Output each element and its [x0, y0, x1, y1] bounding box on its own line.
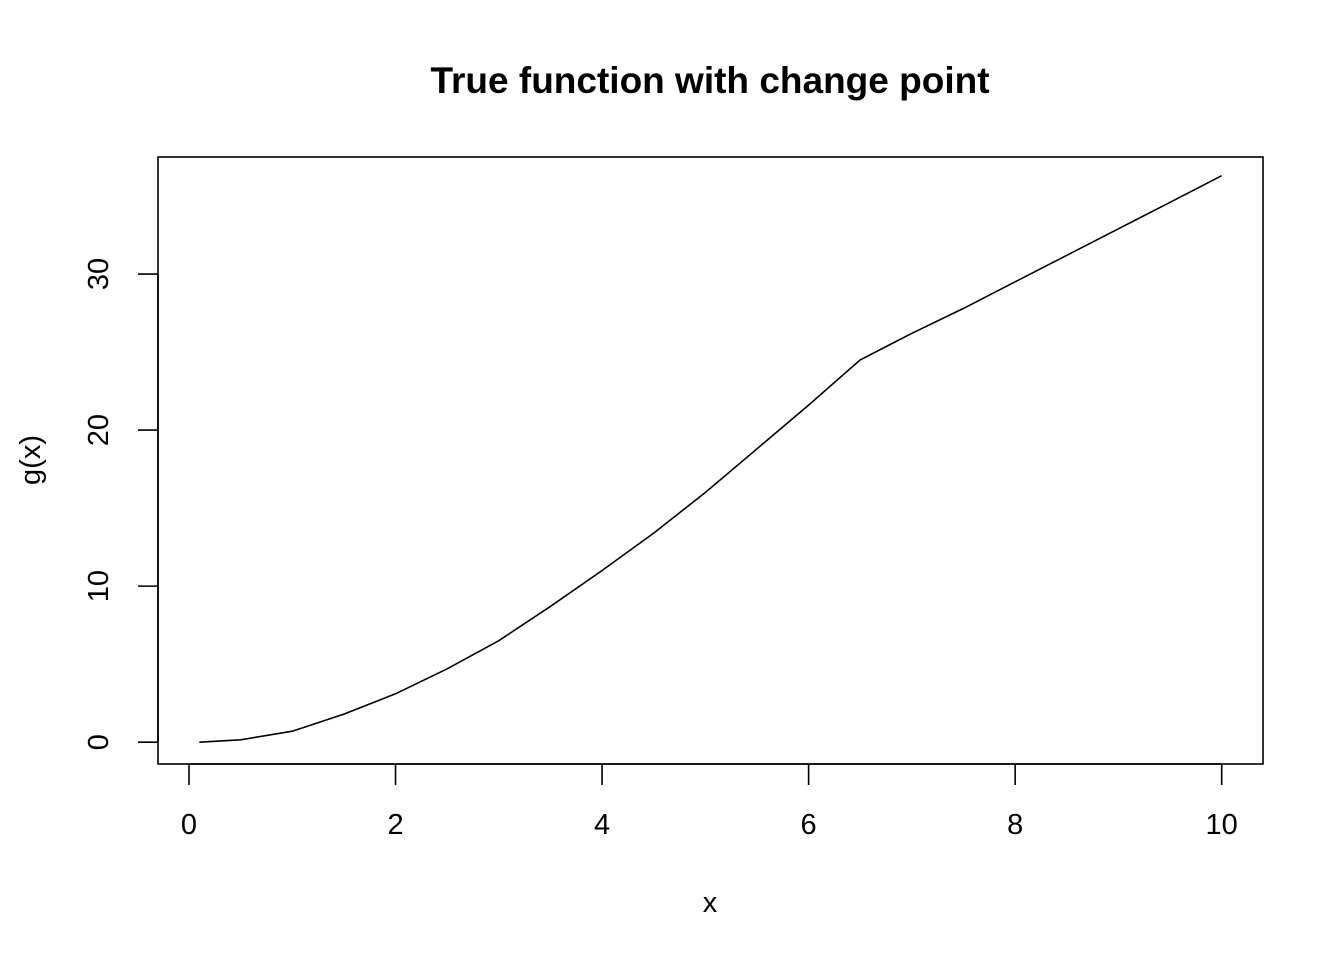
y-tick-label: 0 [83, 734, 115, 750]
x-tick-label: 2 [387, 809, 403, 841]
x-tick-label: 0 [181, 809, 197, 841]
x-axis: 0 2 4 6 8 10 [181, 763, 1238, 841]
chart-title: True function with change point [430, 60, 989, 101]
y-axis: 0 10 20 30 [83, 258, 159, 750]
x-axis-label: x [703, 887, 718, 919]
plot-frame [157, 156, 1264, 765]
y-tick-label: 30 [83, 258, 115, 290]
y-tick-label: 10 [83, 570, 115, 602]
y-tick-label: 20 [83, 414, 115, 446]
series-line [199, 174, 1223, 743]
x-tick-label: 6 [801, 809, 817, 841]
x-tick-label: 8 [1007, 809, 1023, 841]
x-tick-label: 4 [594, 809, 610, 841]
y-axis-label: g(x) [15, 435, 47, 485]
x-tick-label: 10 [1206, 809, 1238, 841]
